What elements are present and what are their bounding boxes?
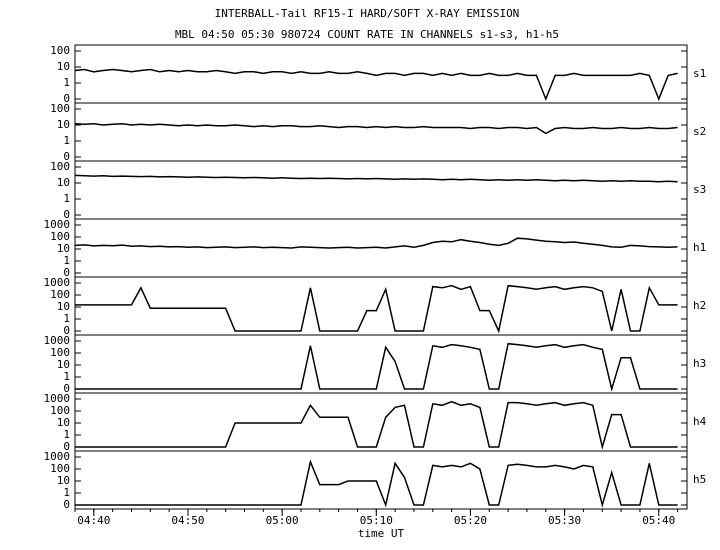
y-tick-label: 1 xyxy=(63,370,70,383)
series-line xyxy=(74,237,678,249)
y-tick-label: 10 xyxy=(57,242,70,255)
series-line xyxy=(75,342,678,392)
y-tick-label: 10 xyxy=(57,60,70,73)
y-tick-label: 0 xyxy=(63,382,70,395)
y-tick-label: 1 xyxy=(63,312,70,325)
y-tick-label: 1000 xyxy=(44,334,71,347)
y-tick-label: 10 xyxy=(57,358,70,371)
y-tick-label: 100 xyxy=(50,462,70,475)
x-tick-label: 05:00 xyxy=(266,514,299,527)
y-tick-label: 10 xyxy=(57,300,70,313)
series-label: h4 xyxy=(693,415,707,428)
x-tick-label: 05:20 xyxy=(454,514,487,527)
y-tick-label: 100 xyxy=(50,288,70,301)
y-tick-label: 100 xyxy=(50,160,70,173)
series-label: s2 xyxy=(693,125,706,138)
y-tick-label: 1000 xyxy=(44,392,71,405)
y-tick-label: 1 xyxy=(63,192,70,205)
y-tick-label: 1 xyxy=(63,134,70,147)
y-tick-label: 0 xyxy=(63,324,70,337)
series-line xyxy=(74,174,678,183)
y-tick-label: 0 xyxy=(63,440,70,453)
y-tick-label: 1000 xyxy=(44,218,71,231)
y-tick-label: 10 xyxy=(57,416,70,429)
series-label: s3 xyxy=(693,183,706,196)
series-line xyxy=(75,284,678,334)
y-tick-label: 100 xyxy=(50,102,70,115)
series-label: s1 xyxy=(693,67,706,80)
y-tick-label: 100 xyxy=(50,404,70,417)
y-tick-label: 0 xyxy=(63,498,70,511)
x-tick-label: 05:10 xyxy=(360,514,393,527)
series-line xyxy=(74,122,678,135)
series-line xyxy=(75,459,678,508)
series-label: h1 xyxy=(693,241,706,254)
y-tick-label: 10 xyxy=(57,118,70,131)
y-tick-label: 1000 xyxy=(44,276,71,289)
panel-frame xyxy=(74,450,688,510)
series-label: h2 xyxy=(693,299,706,312)
y-tick-label: 100 xyxy=(50,230,70,243)
y-tick-label: 100 xyxy=(50,44,70,57)
y-tick-label: 0 xyxy=(63,150,70,163)
y-tick-label: 1000 xyxy=(44,450,71,463)
x-axis-label: time UT xyxy=(358,527,405,540)
y-tick-label: 0 xyxy=(63,266,70,279)
x-tick-label: 05:40 xyxy=(642,514,675,527)
chart-subtitle: MBL 04:50 05:30 980724 COUNT RATE IN CHA… xyxy=(175,28,559,41)
y-tick-label: 0 xyxy=(63,208,70,221)
x-tick-label: 04:50 xyxy=(171,514,204,527)
series-line xyxy=(74,68,678,102)
series-label: h3 xyxy=(693,357,706,370)
series-line xyxy=(75,400,678,450)
chart-title: INTERBALL-Tail RF15-I HARD/SOFT X-RAY EM… xyxy=(215,7,520,20)
y-tick-label: 1 xyxy=(63,486,70,499)
series-label: h5 xyxy=(693,473,706,486)
y-tick-label: 0 xyxy=(63,92,70,105)
y-tick-label: 1 xyxy=(63,76,70,89)
y-tick-label: 10 xyxy=(57,474,70,487)
y-tick-label: 100 xyxy=(50,346,70,359)
y-tick-label: 1 xyxy=(63,428,70,441)
y-tick-label: 10 xyxy=(57,176,70,189)
x-tick-label: 05:30 xyxy=(548,514,581,527)
x-tick-label: 04:40 xyxy=(77,514,110,527)
y-tick-label: 1 xyxy=(63,254,70,267)
